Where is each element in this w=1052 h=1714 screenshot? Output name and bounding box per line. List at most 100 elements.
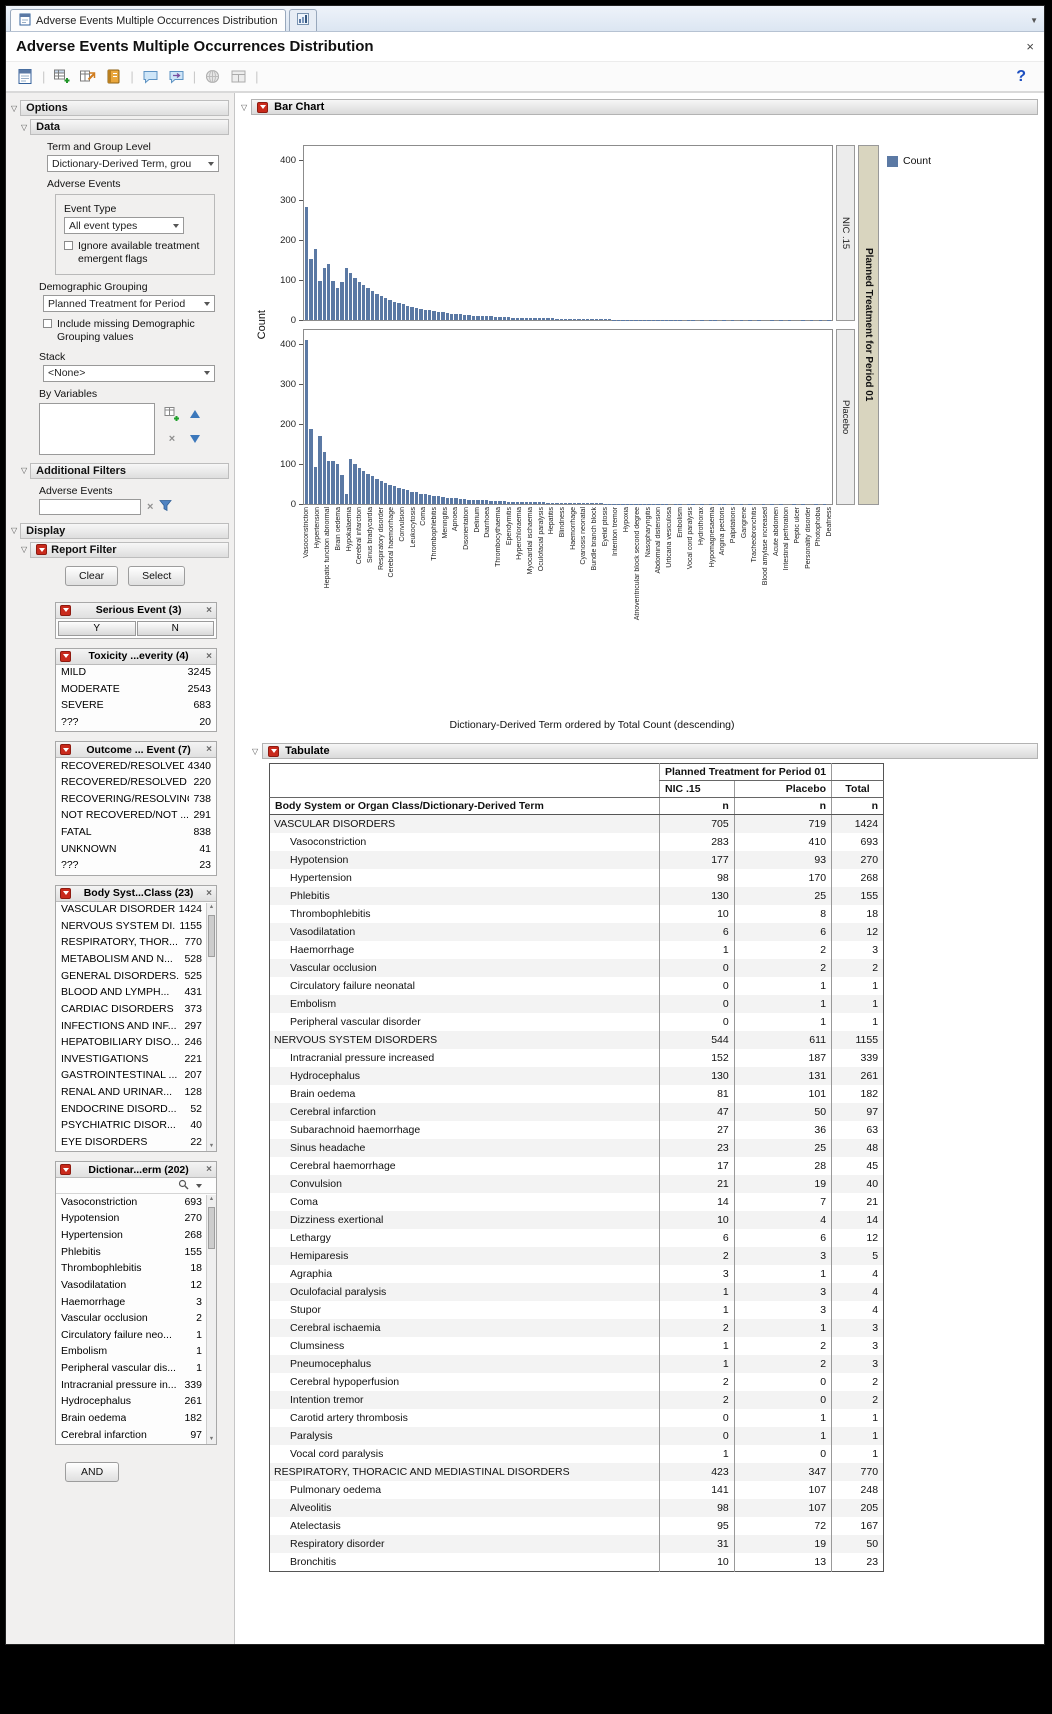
clear-button[interactable]: Clear [65,565,119,586]
filter-item[interactable]: Phlebitis 155 [56,1244,216,1261]
filter-menu-button[interactable] [60,744,71,756]
filter-item[interactable]: INVESTIGATIONS 221 [56,1051,216,1068]
bar[interactable] [335,463,340,504]
bar[interactable] [467,499,471,504]
bar[interactable] [564,502,568,504]
bar[interactable] [555,502,559,504]
close-icon[interactable]: × [206,744,212,756]
comment-icon[interactable] [141,67,160,86]
table-row[interactable]: RESPIRATORY, THORACIC AND MEDIASTINAL DI… [269,1463,884,1481]
bar[interactable] [463,314,467,320]
table-row[interactable]: Intention tremor 2 0 2 [269,1391,884,1409]
bar[interactable] [581,319,585,320]
bar[interactable] [445,497,449,504]
filter-funnel-icon[interactable] [159,499,173,515]
bar[interactable] [480,500,485,504]
filter-menu-button[interactable] [60,604,71,616]
bar[interactable] [493,316,498,320]
table-row[interactable]: Pneumocephalus 1 2 3 [269,1355,884,1373]
bar[interactable] [362,470,366,504]
bar[interactable] [348,459,353,504]
bar[interactable] [546,318,550,320]
bar[interactable] [594,319,599,320]
bar[interactable] [454,314,458,320]
filter-item[interactable]: ??? 20 [56,714,216,731]
table-row[interactable]: Respiratory disorder 31 19 50 [269,1535,884,1553]
scrollbar-thumb[interactable] [208,1207,215,1250]
move-down-icon[interactable] [185,428,205,450]
bar[interactable] [326,263,331,320]
close-icon[interactable]: × [1026,39,1034,54]
bar[interactable] [331,461,335,504]
filter-item[interactable]: CARDIAC DISORDERS 373 [56,1001,216,1018]
bar[interactable] [537,318,542,320]
filter-item[interactable]: Embolism 1 [56,1344,216,1361]
bar[interactable] [599,503,603,504]
scrollbar[interactable]: ▲ ▼ [206,1195,216,1444]
bar[interactable] [366,473,370,504]
bar[interactable] [520,502,524,504]
bar[interactable] [305,206,309,320]
event-type-select[interactable]: All event types [64,217,184,234]
bar[interactable] [555,318,559,320]
bar[interactable] [309,259,313,320]
by-variables-list[interactable] [39,402,155,455]
bar[interactable] [344,494,348,504]
filter-item[interactable]: RECOVERED/RESOLVED ... 220 [56,775,216,792]
table-row[interactable]: Clumsiness 1 2 3 [270,1337,884,1355]
filter-menu-button[interactable] [60,887,71,899]
bar[interactable] [344,268,348,320]
term-group-select[interactable]: Dictionary-Derived Term, grou [47,155,219,172]
select-button[interactable]: Select [128,565,186,586]
bar[interactable] [498,501,502,504]
bar[interactable] [485,500,489,504]
bar[interactable] [467,315,471,320]
bar[interactable] [419,308,423,320]
table-row[interactable]: NERVOUS SYSTEM DISORDERS 544 611 1155 [269,1031,884,1049]
table-row[interactable]: Thrombophlebitis 10 8 18 [270,905,884,923]
bar[interactable] [528,318,533,320]
bar[interactable] [471,499,476,504]
bar[interactable] [476,500,480,504]
filter-level-button[interactable]: N [136,620,214,636]
bar[interactable] [313,466,318,504]
filter-item[interactable]: BLOOD AND LYMPH... 431 [56,985,216,1002]
bar[interactable] [599,319,603,320]
scroll-down-icon[interactable]: ▼ [208,1435,215,1442]
layout-icon[interactable] [229,67,248,86]
bar[interactable] [401,304,405,320]
bar[interactable] [528,502,533,504]
table-row[interactable]: Convulsion 21 19 40 [269,1175,884,1193]
close-icon[interactable]: × [206,1164,212,1176]
table-row[interactable]: Intracranial pressure increased 152 187 339 [270,1049,884,1067]
bar[interactable] [568,318,572,320]
filter-item[interactable]: RECOVERED/RESOLVED 4340 [56,758,216,775]
bar[interactable] [502,317,506,320]
table-row[interactable]: Vascular occlusion 0 2 2 [269,959,884,977]
filter-item[interactable]: UNKNOWN 41 [56,841,216,858]
table-row[interactable]: Agraphia 3 1 4 [270,1265,884,1283]
table-row[interactable]: Bronchitis 10 13 23 [270,1553,884,1572]
bar[interactable] [449,313,454,320]
demographic-select[interactable]: Planned Treatment for Period [43,295,215,313]
filter-item[interactable]: Hypertension 268 [56,1227,216,1244]
bar[interactable] [511,501,515,504]
bar[interactable] [379,480,384,504]
filter-menu-button[interactable] [60,1164,71,1176]
bar[interactable] [340,282,344,320]
scroll-up-icon[interactable]: ▲ [208,903,215,910]
table-row[interactable]: Subarachnoid haemorrhage 27 36 63 [270,1121,884,1139]
bar[interactable] [572,318,577,320]
collapse-additional-filters-icon[interactable]: ▽ [21,466,28,475]
search-icon[interactable] [178,1179,189,1193]
move-up-icon[interactable] [185,403,205,425]
bar[interactable] [476,315,480,320]
collapse-display-icon[interactable]: ▽ [11,526,18,535]
bar[interactable] [331,280,335,320]
bar[interactable] [489,500,493,504]
table-row[interactable]: Cerebral ischaemia 2 1 3 [269,1319,884,1337]
bar[interactable] [414,492,419,504]
bar[interactable] [313,249,318,320]
table-row[interactable]: Phlebitis 130 25 155 [269,887,884,905]
bar[interactable] [590,319,594,320]
